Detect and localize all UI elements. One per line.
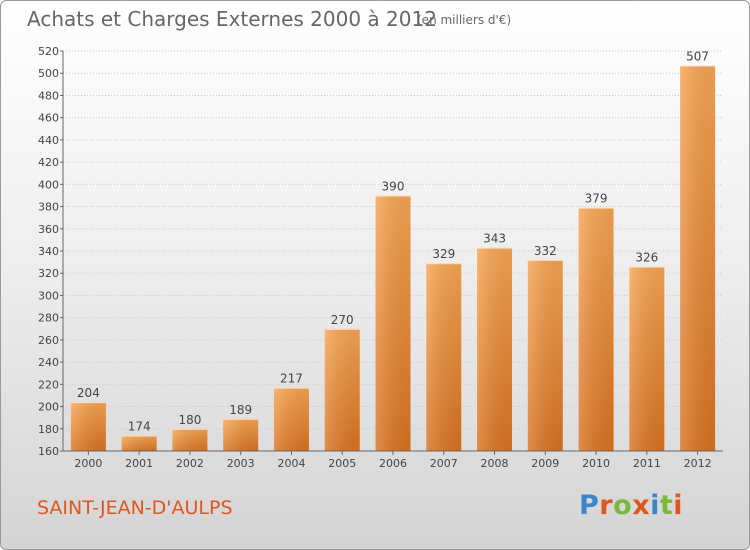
x-tick-label: 2006 [379, 457, 407, 470]
logo-letter: P [579, 490, 600, 521]
data-label: 332 [534, 244, 557, 258]
x-tick-label: 2003 [227, 457, 255, 470]
x-tick-label: 2012 [684, 457, 712, 470]
logo-letter: i [673, 490, 684, 521]
bar-shade [477, 247, 513, 451]
data-label: 217 [280, 372, 303, 386]
x-tick-label: 2005 [328, 457, 356, 470]
data-label: 174 [128, 419, 151, 433]
bar-shade [223, 418, 259, 451]
axes: 160 180 200 220 240 260 280 300 320 340 360 380 400 4… [38, 45, 723, 470]
data-label: 180 [178, 413, 201, 427]
bar-shade [172, 428, 208, 451]
data-label: 507 [686, 49, 709, 63]
y-tick-label: 420 [38, 156, 59, 169]
data-label: 390 [382, 179, 405, 193]
y-tick-label: 180 [38, 423, 59, 436]
y-tick-label: 280 [38, 312, 59, 325]
y-tick-label: 460 [38, 112, 59, 125]
y-tick-label: 240 [38, 356, 59, 369]
x-tick-label: 2001 [125, 457, 153, 470]
chart-title: Achats et Charges Externes 2000 à 2012 [27, 7, 437, 31]
bar-shade [680, 65, 716, 451]
proxiti-logo[interactable]: Proxiti [579, 490, 683, 521]
place-name: SAINT-JEAN-D'AULPS [37, 497, 233, 519]
y-tick-label: 480 [38, 89, 59, 102]
x-tick-label: 2010 [582, 457, 610, 470]
bar-shade [121, 435, 157, 451]
bar-shade [70, 402, 106, 451]
y-tick-label: 340 [38, 245, 59, 258]
y-tick-label: 200 [38, 401, 59, 414]
data-label: 329 [432, 247, 455, 261]
y-tick-label: 440 [38, 134, 59, 147]
x-tick-label: 2007 [430, 457, 458, 470]
bar-shade [629, 266, 665, 451]
logo-letter: t [659, 490, 674, 521]
y-tick-label: 220 [38, 378, 59, 391]
logo-letter: o [613, 490, 633, 521]
bar-shade [375, 195, 411, 451]
x-tick-label: 2000 [74, 457, 102, 470]
x-tick-label: 2002 [176, 457, 204, 470]
y-tick-label: 380 [38, 201, 59, 214]
y-tick-label: 400 [38, 178, 59, 191]
data-label: 326 [635, 251, 658, 265]
data-label: 343 [483, 232, 506, 246]
data-label: 270 [331, 313, 354, 327]
logo-letter: r [599, 490, 614, 521]
bar-shade [273, 387, 309, 451]
y-tick-label: 500 [38, 67, 59, 80]
logo-letter: x [632, 490, 651, 521]
x-tick-label: 2004 [277, 457, 305, 470]
bar-shade [426, 263, 462, 451]
bar-shade [527, 259, 563, 451]
y-tick-label: 300 [38, 289, 59, 302]
x-tick-label: 2009 [531, 457, 559, 470]
y-tick-label: 320 [38, 267, 59, 280]
data-label: 189 [229, 403, 252, 417]
bars [70, 65, 716, 451]
logo-letter: i [650, 490, 660, 521]
y-tick-label: 360 [38, 223, 59, 236]
bar-shade [324, 328, 360, 451]
y-tick-label: 160 [38, 445, 59, 458]
bar-shade [578, 207, 614, 451]
x-tick-label: 2011 [633, 457, 661, 470]
data-label: 204 [77, 386, 100, 400]
chart-unit: (en milliers d'€) [417, 13, 512, 27]
y-tick-label: 260 [38, 334, 59, 347]
x-tick-label: 2008 [481, 457, 509, 470]
y-tick-label: 520 [38, 45, 59, 58]
data-label: 379 [585, 192, 608, 206]
